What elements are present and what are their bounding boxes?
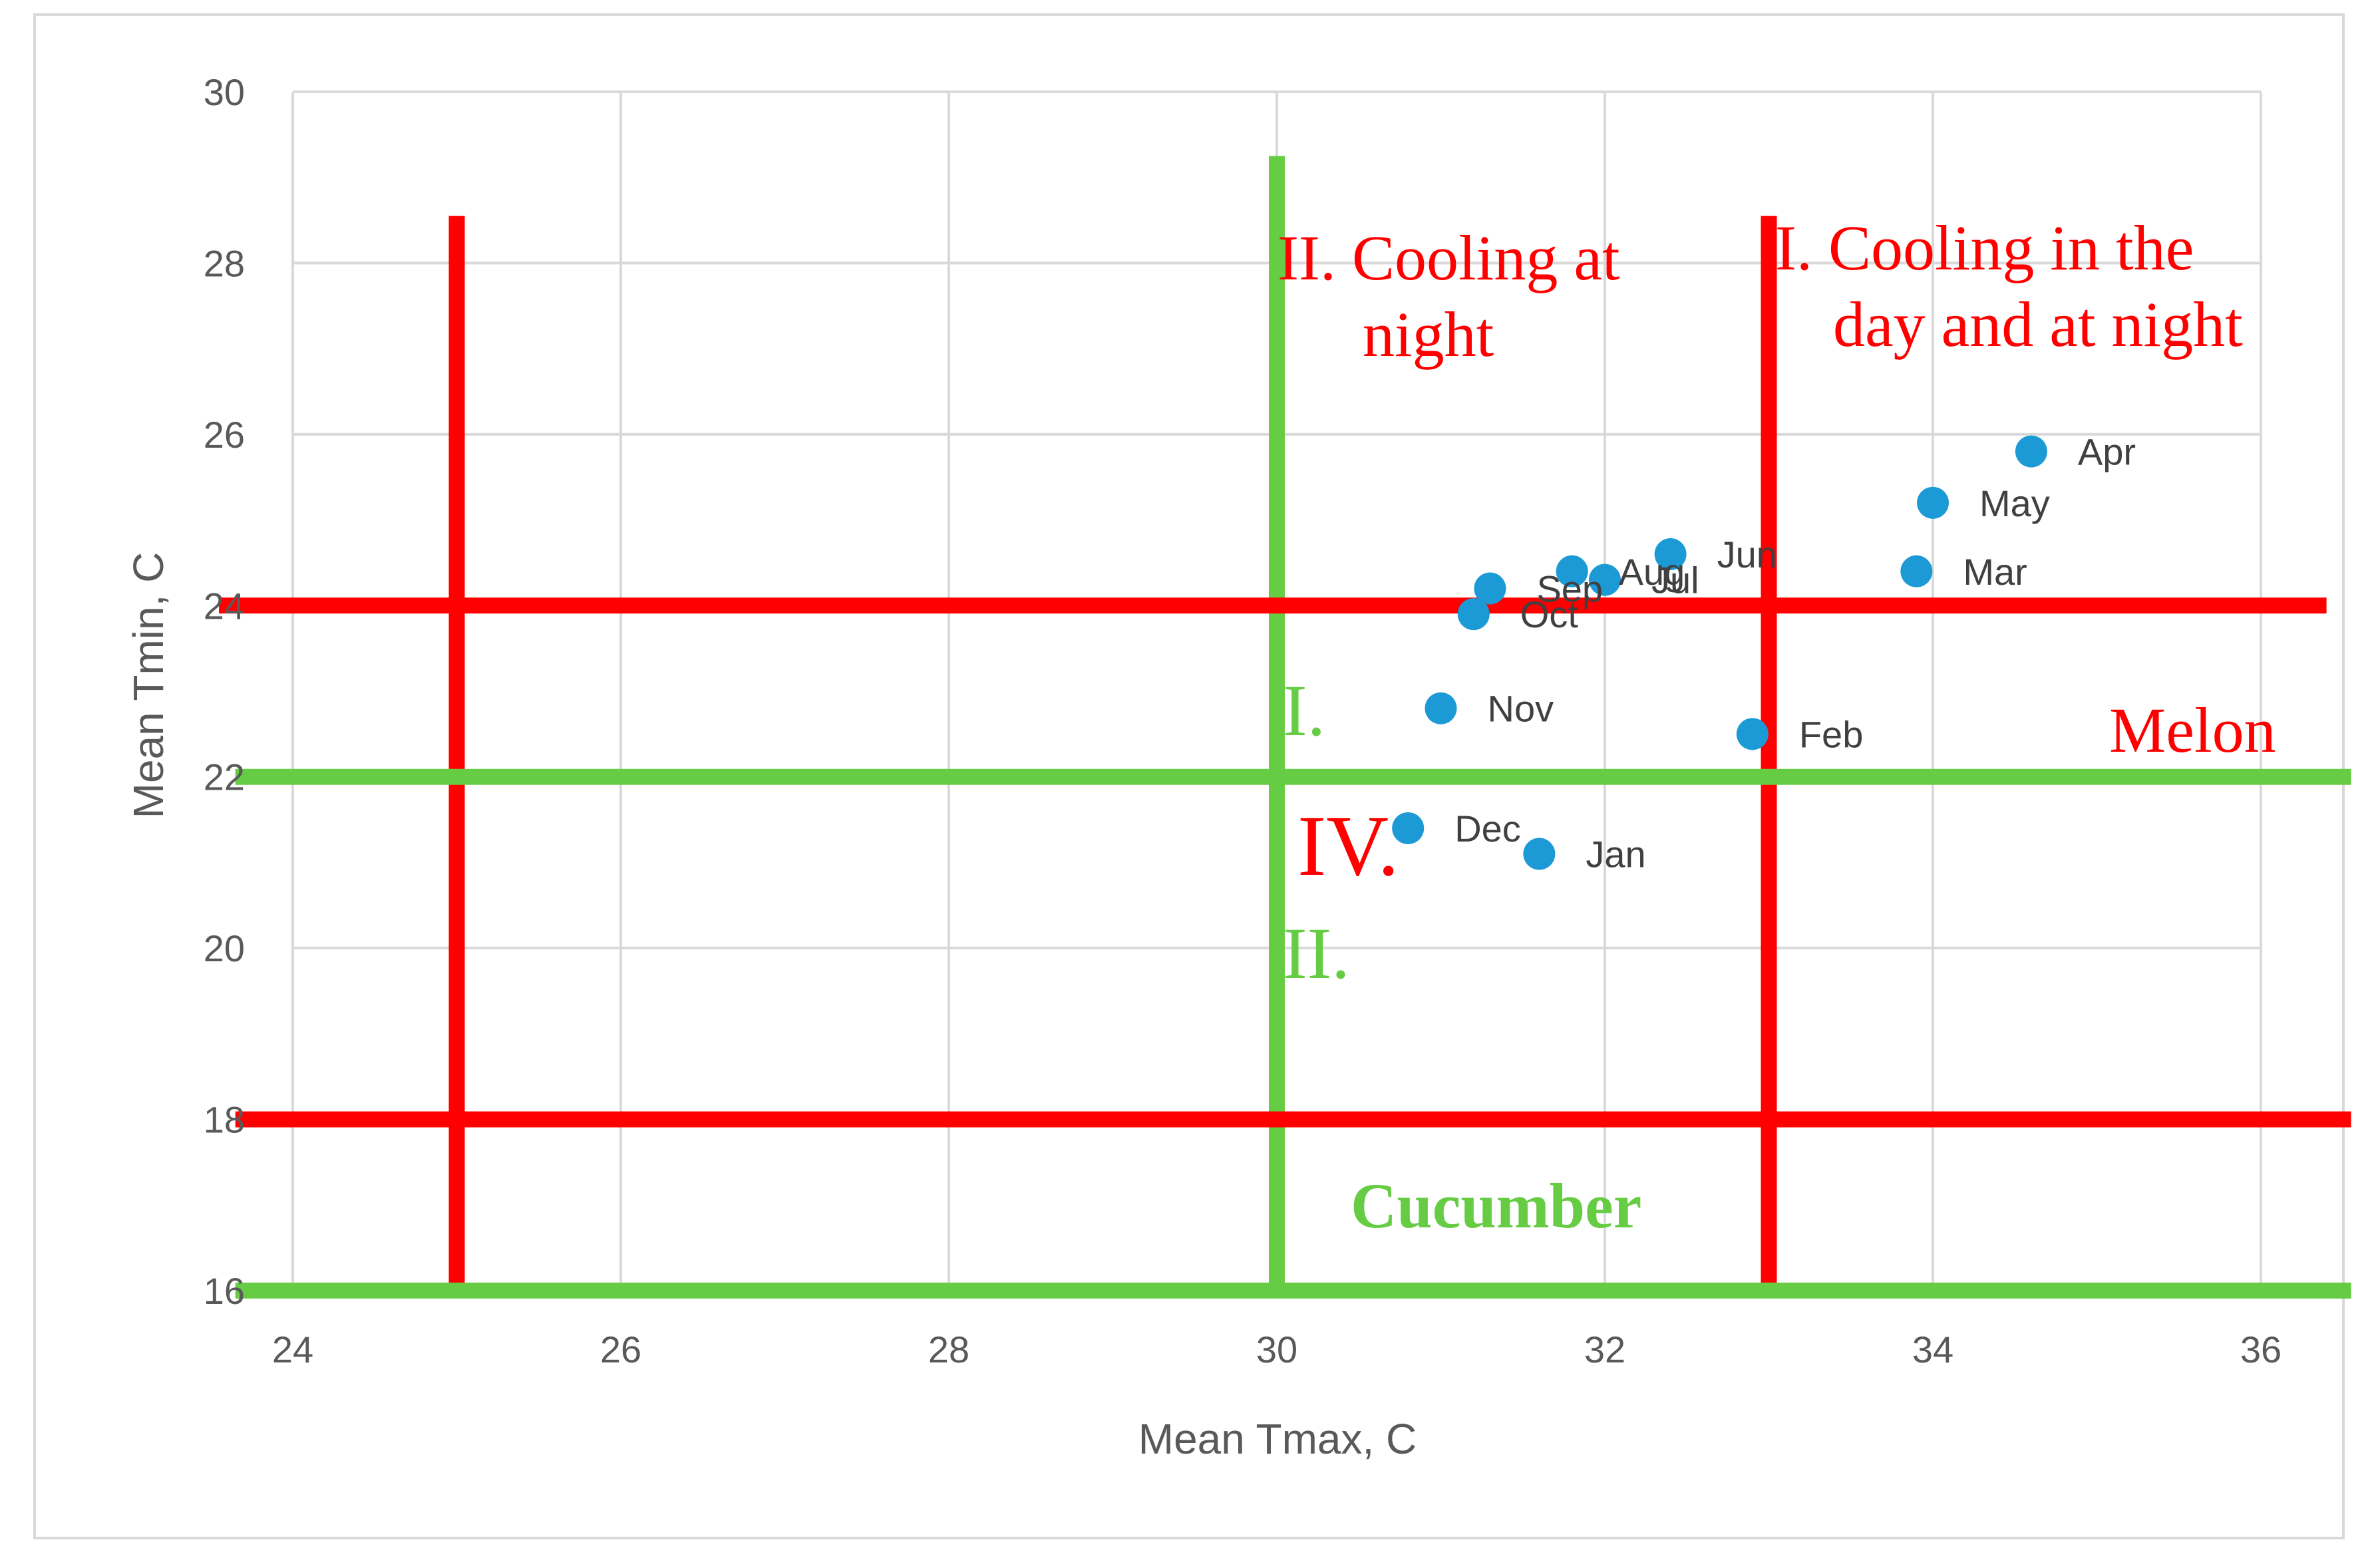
data-label-sep: Sep <box>1536 568 1603 610</box>
data-point-dec <box>1392 812 1425 844</box>
x-tick-label-34: 34 <box>1912 1329 1953 1370</box>
annotation-cooling-night-line1: II. Cooling at <box>1277 222 1620 293</box>
data-label-feb: Feb <box>1799 713 1864 755</box>
data-point-jul <box>1589 563 1621 596</box>
x-tick-label-24: 24 <box>272 1329 313 1370</box>
annotation-melon: Melon <box>2109 695 2276 766</box>
data-label-may: May <box>1979 482 2050 524</box>
data-point-feb <box>1736 718 1769 750</box>
data-point-jan <box>1523 838 1556 870</box>
annotation-cucumber: Cucumber <box>1351 1170 1641 1241</box>
data-point-aug <box>1556 555 1588 587</box>
annotation-cooling-day-night-line1: I. Cooling in the <box>1775 212 2194 283</box>
annotation-green-ii: II. <box>1283 913 1350 994</box>
y-tick-label-30: 30 <box>204 71 245 113</box>
y-tick-label-24: 24 <box>204 585 245 627</box>
annotation-green-i: I. <box>1283 670 1325 751</box>
data-label-jun: Jun <box>1717 534 1777 575</box>
annotation-cooling-night-line2: night <box>1363 299 1494 370</box>
data-point-sep <box>1474 572 1506 605</box>
x-tick-label-30: 30 <box>1256 1329 1297 1370</box>
y-tick-label-26: 26 <box>204 414 245 456</box>
tick-labels: 24 26 28 30 32 34 36 16 18 20 22 24 26 28 30 <box>204 71 2282 1370</box>
data-label-apr: Apr <box>2078 431 2136 473</box>
y-tick-label-20: 20 <box>204 927 245 969</box>
data-label-oct: Oct <box>1520 593 1579 635</box>
annotation-cooling-day-night-line2: day and at night <box>1833 289 2243 360</box>
data-point-nov <box>1425 692 1457 724</box>
x-tick-label-28: 28 <box>928 1329 969 1370</box>
data-point-apr <box>2015 435 2047 468</box>
data-point-may <box>1917 486 1949 519</box>
x-axis-title: Mean Tmax, C <box>1138 1415 1417 1463</box>
data-label-jul: Jul <box>1651 559 1699 601</box>
x-tick-label-32: 32 <box>1584 1329 1625 1370</box>
y-tick-label-22: 22 <box>204 756 245 798</box>
data-label-dec: Dec <box>1454 808 1521 850</box>
data-label-nov: Nov <box>1488 688 1554 730</box>
y-tick-label-16: 16 <box>204 1270 245 1312</box>
data-label-jan: Jan <box>1586 834 1645 875</box>
y-axis-title: Mean Tmin, C <box>124 552 172 819</box>
x-tick-label-36: 36 <box>2240 1329 2282 1370</box>
data-point-jun <box>1654 538 1687 571</box>
threshold-lines <box>219 156 2351 1299</box>
y-tick-label-28: 28 <box>204 242 245 284</box>
data-label-aug: Aug <box>1619 551 1685 593</box>
data-point-oct <box>1457 598 1490 631</box>
data-point-mar <box>1900 555 1933 587</box>
x-tick-label-26: 26 <box>600 1329 641 1370</box>
annotation-red-iv: IV. <box>1297 798 1399 894</box>
data-label-mar: Mar <box>1963 551 2027 593</box>
y-tick-label-18: 18 <box>204 1099 245 1141</box>
